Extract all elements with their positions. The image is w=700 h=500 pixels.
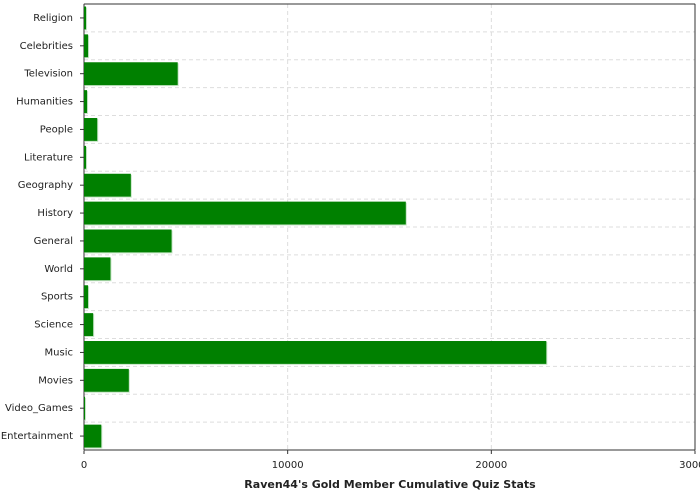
y-tick-label: World (44, 264, 73, 275)
y-tick-label: History (37, 208, 73, 219)
y-tick-label: Geography (18, 180, 73, 191)
bar (84, 34, 89, 58)
y-tick-label: Television (23, 69, 73, 80)
bar (84, 173, 131, 197)
bar (84, 6, 87, 30)
bar (84, 396, 86, 420)
x-tick-label: 0 (81, 460, 87, 471)
y-tick-label: Literature (24, 152, 73, 163)
bar (84, 368, 129, 392)
x-tick-label: 10000 (272, 460, 304, 471)
y-tick-label: Sports (41, 292, 73, 303)
x-tick-label: 30000 (679, 460, 700, 471)
y-tick-label: Religion (33, 13, 73, 24)
x-axis-title: Raven44's Gold Member Cumulative Quiz St… (244, 478, 536, 491)
bar (84, 257, 111, 281)
bar (84, 229, 172, 253)
bar (84, 118, 98, 141)
bar-shadow (85, 397, 87, 421)
y-tick-label: Entertainment (1, 431, 73, 442)
y-tick-label: General (34, 236, 73, 247)
bar (84, 90, 88, 113)
y-tick-label: Science (34, 320, 73, 331)
y-tick-label: Movies (38, 375, 73, 386)
y-tick-label: Celebrities (20, 41, 73, 52)
bar (84, 201, 406, 225)
y-tick-label: Video_Games (5, 403, 73, 414)
y-tick-label: Humanities (16, 97, 73, 108)
bar (84, 424, 102, 448)
bar (84, 145, 87, 169)
bar (84, 341, 547, 364)
bar (84, 313, 94, 336)
bar (84, 285, 89, 309)
y-tick-label: Music (45, 347, 73, 358)
bar (84, 62, 178, 86)
x-tick-label: 20000 (475, 460, 507, 471)
y-tick-label: People (40, 124, 73, 135)
